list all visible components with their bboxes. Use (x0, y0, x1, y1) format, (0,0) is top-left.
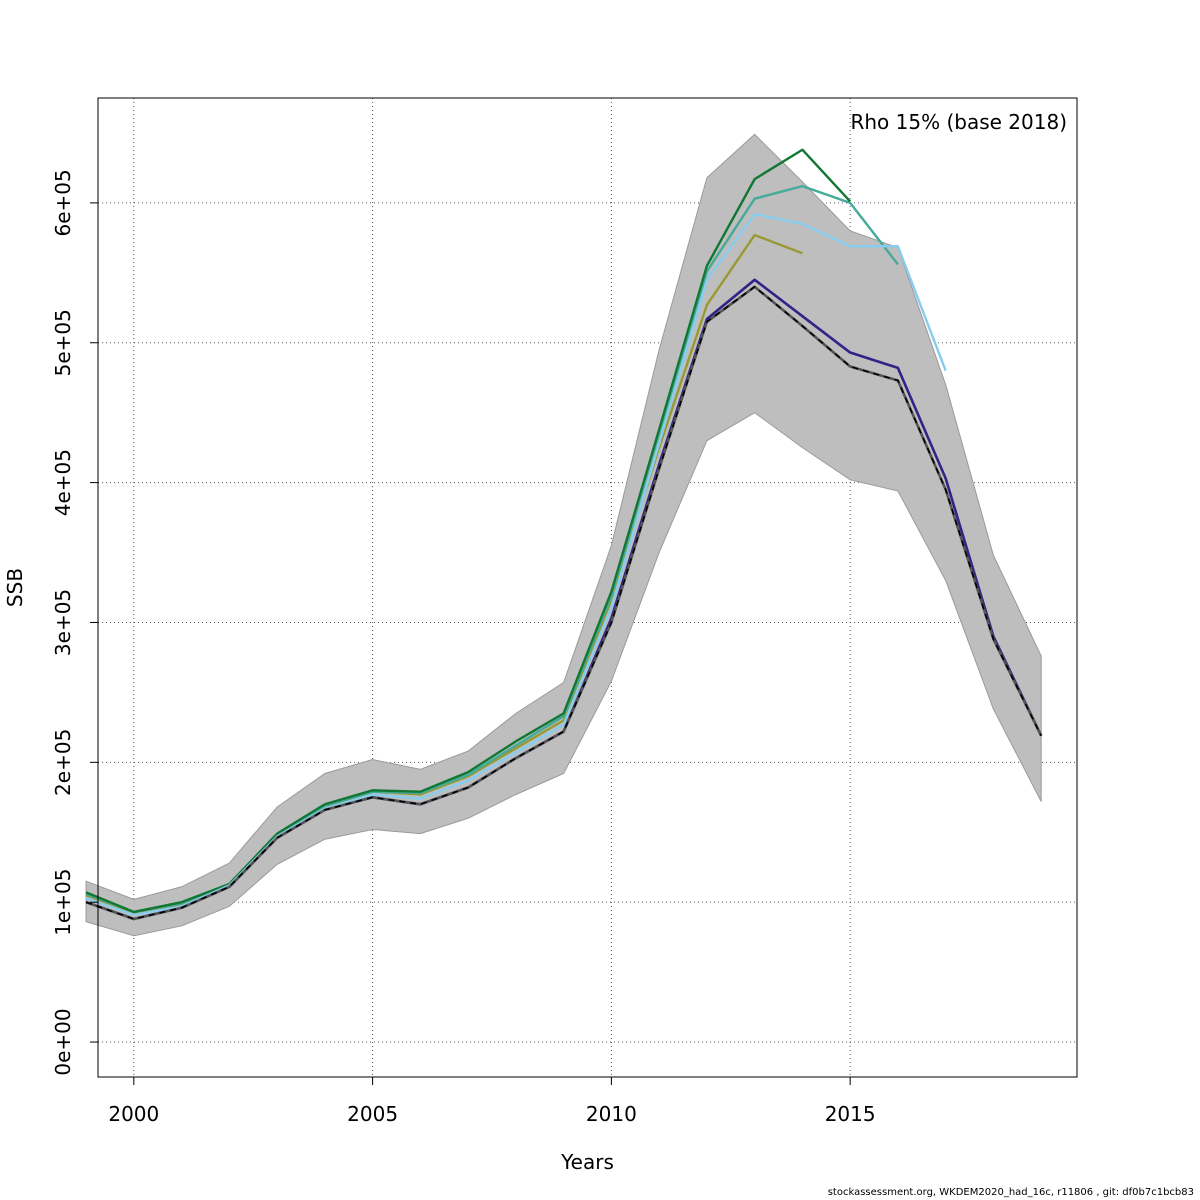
series-line-5 (85, 285, 1043, 921)
footer-credit: stockassessment.org, WKDEM2020_had_16c, … (827, 1187, 1194, 1198)
plot-frame (97, 97, 1078, 1078)
y-tick-label-5: 5e+05 (51, 309, 75, 376)
x-tick-label-1: 2005 (347, 1102, 398, 1126)
y-tick-label-2: 2e+05 (51, 729, 75, 796)
x-axis: 2000 2005 2010 2015 (108, 1077, 876, 1126)
confidence-band-area (85, 133, 1042, 937)
chart-annotation: Rho 15% (base 2018) (850, 110, 1067, 134)
confidence-band (85, 133, 1042, 937)
y-axis: 0e+00 1e+05 2e+05 3e+05 4e+05 5e+05 6e+05 (51, 169, 98, 1076)
x-axis-title: Years (560, 1150, 614, 1174)
x-tick-label-3: 2015 (825, 1102, 876, 1126)
y-tick-label-4: 4e+05 (51, 449, 75, 516)
grid (98, 98, 1077, 1077)
x-tick-label-2: 2010 (586, 1102, 637, 1126)
y-tick-label-0: 0e+00 (51, 1008, 75, 1075)
y-tick-label-3: 3e+05 (51, 589, 75, 656)
series-line-6 (85, 286, 1042, 920)
y-tick-label-6: 6e+05 (51, 169, 75, 236)
y-axis-title: SSB (3, 568, 27, 607)
series-line-3 (85, 148, 852, 914)
x-tick-label-0: 2000 (108, 1102, 159, 1126)
series-lines (85, 148, 1043, 921)
y-tick-label-1: 1e+05 (51, 869, 75, 936)
